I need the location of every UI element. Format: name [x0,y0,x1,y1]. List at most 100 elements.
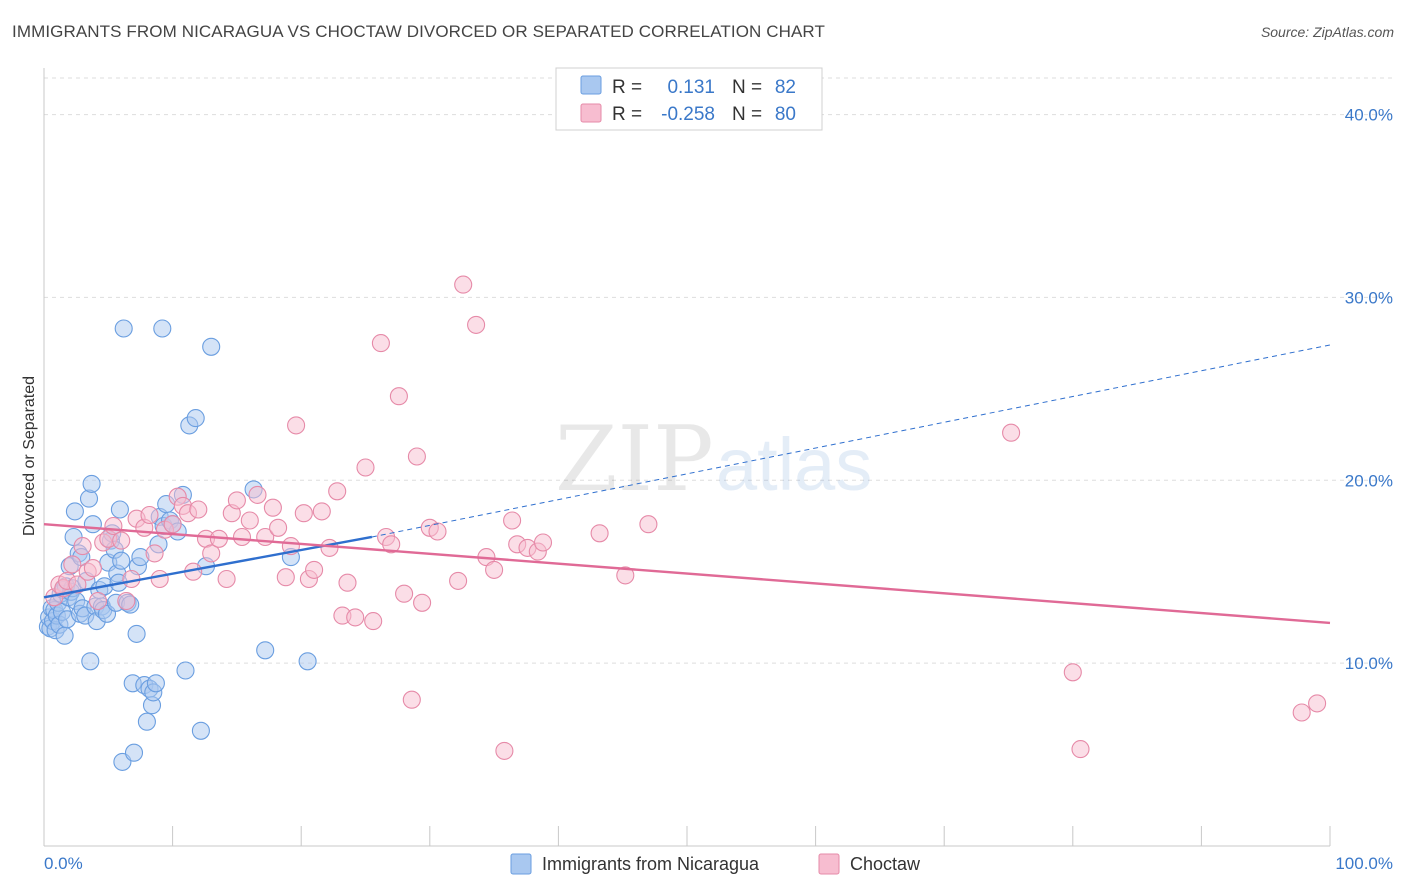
y-tick-label: 40.0% [1345,106,1393,125]
point-choctaw [1292,703,1311,722]
point-choctaw [117,591,136,611]
point-choctaw [73,537,92,556]
bottom-legend-swatch-nicaragua [510,853,532,875]
point-choctaw [320,538,339,557]
point-nicaragua [81,652,100,671]
point-nicaragua [82,474,101,493]
point-choctaw [68,575,87,594]
point-choctaw [590,524,609,543]
point-choctaw [356,458,375,477]
point-choctaw [1002,423,1021,442]
x-axis-ticks [43,826,1331,846]
point-choctaw [428,522,447,541]
point-choctaw [402,690,421,709]
point-choctaw [346,608,365,627]
point-nicaragua [83,515,102,534]
point-choctaw [454,275,473,294]
y-tick-label: 20.0% [1345,471,1393,490]
legend-n-value-nicaragua: 82 [775,77,796,98]
point-choctaw [407,447,426,466]
point-choctaw [232,527,252,547]
chart-title: IMMIGRANTS FROM NICARAGUA VS CHOCTAW DIV… [12,22,825,41]
point-choctaw [1308,694,1327,713]
point-nicaragua [112,551,131,570]
legend-n-value-choctaw: 80 [775,104,796,125]
point-choctaw [112,531,131,550]
point-choctaw [189,500,208,519]
legend-n-label-choctaw: N = [732,104,762,125]
point-choctaw [328,482,347,501]
point-choctaw [202,544,221,563]
point-choctaw [263,498,282,517]
data-points [38,275,1327,771]
point-choctaw [1071,740,1090,759]
point-nicaragua [176,661,195,680]
legend-n-label-nicaragua: N = [732,77,762,98]
point-choctaw [371,334,390,353]
point-nicaragua [186,409,205,428]
point-choctaw [338,573,357,592]
point-choctaw [413,593,432,612]
point-nicaragua [256,641,275,660]
point-nicaragua [146,674,165,693]
series-legend: Immigrants from Nicaragua Choctaw [510,853,921,875]
watermark-atlas: atlas [716,423,872,506]
point-nicaragua [124,743,144,762]
trend-line-nicaragua [43,535,373,599]
point-choctaw [163,515,182,534]
point-choctaw [616,566,635,585]
point-nicaragua [202,337,221,356]
point-choctaw [533,533,553,552]
point-choctaw [364,612,383,631]
point-choctaw [88,591,108,611]
point-nicaragua [153,319,172,338]
point-nicaragua [110,500,129,519]
legend-swatch-nicaragua [580,75,602,95]
point-nicaragua [191,721,210,740]
point-choctaw [503,511,522,530]
legend-r-value-nicaragua: 0.131 [667,77,715,98]
x-tick-label-min: 0.0% [44,854,83,873]
point-nicaragua [298,652,317,671]
point-choctaw [248,485,267,504]
trend-line-nicaragua-extrapolated [371,344,1331,538]
point-choctaw [240,511,259,530]
point-nicaragua [114,319,133,338]
point-choctaw [467,315,486,334]
point-choctaw [287,416,306,435]
y-axis-title: Divorced or Separated [21,376,38,536]
point-choctaw [485,560,504,579]
legend-r-value-choctaw: -0.258 [661,104,715,125]
point-choctaw [227,491,246,510]
bottom-legend-label-nicaragua: Immigrants from Nicaragua [542,854,760,874]
y-tick-label: 30.0% [1345,288,1393,307]
legend-r-label-nicaragua: R = [612,77,642,98]
point-choctaw [150,569,169,589]
point-choctaw [83,559,102,578]
legend-swatch-choctaw [580,103,602,123]
point-nicaragua [127,624,146,643]
point-choctaw [1063,663,1082,682]
point-choctaw [389,387,408,406]
point-choctaw [294,504,313,523]
y-tick-labels: 10.0% 20.0% 30.0% 40.0% [1345,106,1393,674]
source-label: Source: ZipAtlas.com [1260,24,1394,40]
point-nicaragua [55,626,74,645]
point-choctaw [639,515,658,534]
point-choctaw [395,584,414,603]
point-nicaragua [79,489,99,508]
point-choctaw [63,555,82,574]
bottom-legend-swatch-choctaw [818,853,840,875]
trend-lines [43,344,1331,625]
legend-r-label-choctaw: R = [612,104,642,125]
point-choctaw [145,544,164,563]
trend-line-choctaw [43,522,1331,625]
x-tick-label-max: 100.0% [1335,854,1393,873]
point-choctaw [312,502,331,521]
point-nicaragua [137,712,156,731]
point-choctaw [495,741,514,760]
bottom-legend-label-choctaw: Choctaw [850,854,921,874]
point-choctaw [276,568,295,587]
point-nicaragua [65,502,84,521]
